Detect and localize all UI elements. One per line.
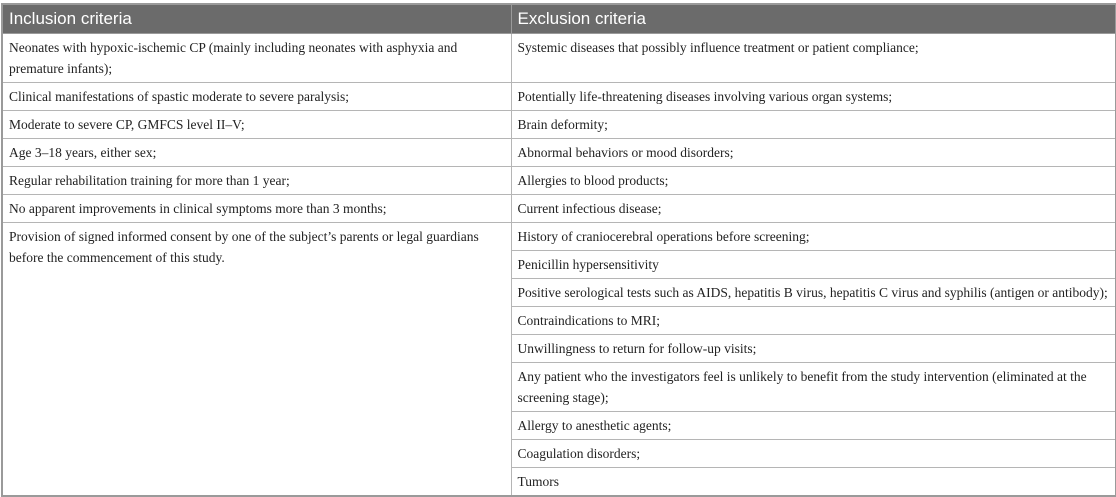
exclusion-cell: Current infectious disease; — [510, 194, 1116, 223]
exclusion-cell: Tumors — [510, 467, 1116, 497]
table-row: Penicillin hypersensitivity — [2, 250, 1116, 279]
table-row: Clinical manifestations of spastic moder… — [1, 82, 1116, 111]
inclusion-cell: Age 3–18 years, either sex; — [1, 138, 512, 167]
exclusion-cell: Unwillingness to return for follow-up vi… — [510, 334, 1116, 363]
table-row: Neonates with hypoxic-ischemic CP (mainl… — [1, 33, 1116, 83]
inclusion-cell: Regular rehabilitation training for more… — [1, 166, 512, 195]
table-row: Moderate to severe CP, GMFCS level II–V;… — [1, 110, 1116, 139]
exclusion-cell: Allergy to anesthetic agents; — [510, 411, 1116, 440]
table-row: Age 3–18 years, either sex; Abnormal beh… — [1, 138, 1116, 167]
exclusion-cell: History of craniocerebral operations bef… — [510, 222, 1116, 251]
exclusion-cell: Contraindications to MRI; — [510, 306, 1116, 335]
inclusion-cell: Provision of signed informed consent by … — [1, 222, 512, 497]
exclusion-cell: Any patient who the investigators feel i… — [510, 362, 1116, 412]
table-row: Positive serological tests such as AIDS,… — [2, 278, 1116, 307]
exclusion-cell: Brain deformity; — [510, 110, 1116, 139]
inclusion-cell: No apparent improvements in clinical sym… — [1, 194, 512, 223]
exclusion-cell: Penicillin hypersensitivity — [510, 250, 1116, 279]
inclusion-header: Inclusion criteria — [1, 3, 512, 34]
table-row: Coagulation disorders; — [2, 439, 1116, 468]
exclusion-cell: Abnormal behaviors or mood disorders; — [510, 138, 1116, 167]
table-row: Provision of signed informed consent by … — [1, 222, 1116, 497]
table-row: No apparent improvements in clinical sym… — [1, 194, 1116, 223]
header-row: Inclusion criteria Exclusion criteria — [1, 3, 1116, 34]
exclusion-cell: Systemic diseases that possibly influenc… — [510, 33, 1116, 83]
inclusion-cell: Neonates with hypoxic-ischemic CP (mainl… — [1, 33, 512, 83]
table-row: Regular rehabilitation training for more… — [1, 166, 1116, 195]
table-row: Unwillingness to return for follow-up vi… — [2, 334, 1116, 363]
criteria-table: Inclusion criteria Exclusion criteria Ne… — [1, 3, 1116, 497]
exclusion-header: Exclusion criteria — [510, 3, 1116, 34]
inclusion-cell: Clinical manifestations of spastic moder… — [1, 82, 512, 111]
exclusion-cell: Positive serological tests such as AIDS,… — [510, 278, 1116, 307]
exclusion-cell: Allergies to blood products; — [510, 166, 1116, 195]
exclusion-cell: Potentially life-threatening diseases in… — [510, 82, 1116, 111]
exclusion-cell: Coagulation disorders; — [510, 439, 1116, 468]
inclusion-cell: Moderate to severe CP, GMFCS level II–V; — [1, 110, 512, 139]
table-row: Any patient who the investigators feel i… — [2, 362, 1116, 412]
